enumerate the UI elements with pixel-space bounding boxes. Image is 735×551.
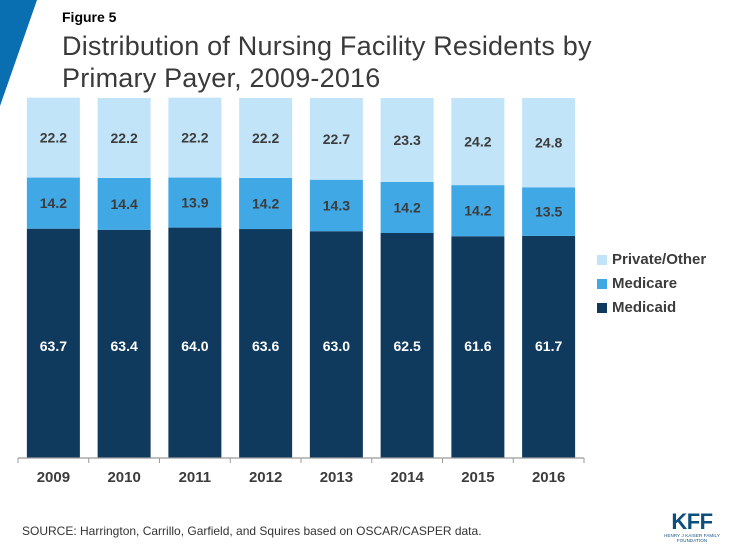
data-label-medicare-2009: 14.2 (40, 195, 67, 211)
data-label-medicaid-2013: 63.0 (323, 338, 350, 354)
corner-accent (0, 0, 37, 106)
bar-private-other-2012 (239, 98, 293, 178)
x-tick-label-2015: 2015 (461, 469, 494, 486)
data-label-medicaid-2016: 61.7 (535, 338, 562, 354)
x-tick-label-2012: 2012 (249, 469, 282, 486)
data-label-private-other-2010: 22.2 (111, 130, 138, 146)
bar-medicaid-2015 (451, 236, 505, 458)
legend-label-medicaid: Medicaid (612, 299, 676, 316)
legend-label-medicare: Medicare (612, 275, 677, 292)
bar-medicaid-2010 (97, 229, 151, 458)
bar-medicare-2015 (451, 185, 505, 237)
bar-medicare-2010 (97, 177, 151, 230)
bar-private-other-2009 (26, 97, 80, 178)
bar-medicare-2016 (522, 187, 576, 236)
bar-medicare-2013 (309, 179, 363, 232)
x-tick-label-2011: 2011 (179, 469, 212, 486)
data-label-private-other-2014: 23.3 (394, 132, 421, 148)
legend-swatch-medicare (597, 279, 607, 289)
bar-private-other-2010 (97, 98, 151, 178)
data-label-private-other-2015: 24.2 (464, 134, 491, 150)
bar-medicare-2009 (26, 177, 80, 229)
legend-swatch-private-other (597, 255, 607, 265)
data-label-medicaid-2010: 63.4 (111, 338, 138, 354)
bar-medicare-2011 (168, 177, 222, 228)
data-label-medicare-2010: 14.4 (111, 196, 138, 212)
data-label-private-other-2012: 22.2 (252, 130, 279, 146)
bar-medicaid-2014 (380, 233, 434, 458)
legend-label-private-other: Private/Other (612, 251, 706, 268)
data-label-private-other-2011: 22.2 (181, 130, 208, 146)
chart-title: Distribution of Nursing Facility Residen… (62, 31, 592, 93)
data-label-medicare-2012: 14.2 (252, 195, 279, 211)
bar-private-other-2014 (380, 98, 434, 182)
bar-medicare-2012 (239, 177, 293, 230)
data-label-medicaid-2011: 64.0 (181, 338, 208, 354)
kff-logo: KFF HENRY J KAISER FAMILY FOUNDATION (657, 509, 727, 544)
data-label-private-other-2013: 22.7 (323, 131, 350, 147)
data-label-medicare-2014: 14.2 (394, 199, 421, 215)
bar-private-other-2013 (309, 98, 363, 180)
data-label-medicaid-2014: 62.5 (394, 338, 421, 354)
legend-swatch-medicaid (597, 303, 607, 313)
x-tick-label-2009: 2009 (37, 469, 70, 486)
logo-sub-text: HENRY J KAISER FAMILY FOUNDATION (664, 533, 720, 543)
data-label-medicare-2011: 13.9 (181, 195, 208, 211)
data-label-private-other-2009: 22.2 (40, 130, 67, 146)
bar-medicaid-2011 (168, 227, 222, 458)
bar-private-other-2016 (522, 98, 576, 188)
x-tick-label-2014: 2014 (390, 469, 424, 486)
data-label-medicare-2013: 14.3 (323, 197, 350, 213)
data-label-private-other-2016: 24.8 (535, 135, 562, 151)
source-note: SOURCE: Harrington, Carrillo, Garfield, … (22, 524, 482, 538)
data-label-medicare-2015: 14.2 (464, 203, 491, 219)
bar-medicaid-2012 (239, 229, 293, 458)
data-label-medicare-2016: 13.5 (535, 204, 562, 220)
x-tick-label-2013: 2013 (320, 469, 353, 486)
data-label-medicaid-2015: 61.6 (464, 338, 491, 354)
figure-label: Figure 5 (62, 9, 117, 25)
x-tick-label-2016: 2016 (532, 469, 565, 486)
bar-private-other-2011 (168, 97, 222, 178)
bar-medicaid-2009 (26, 228, 80, 458)
bar-medicare-2014 (380, 181, 434, 233)
bar-medicaid-2013 (309, 231, 363, 458)
data-label-medicaid-2009: 63.7 (40, 338, 67, 354)
logo-main-text: KFF (671, 509, 713, 534)
bar-private-other-2015 (451, 98, 505, 186)
data-label-medicaid-2012: 63.6 (252, 338, 279, 354)
x-tick-label-2010: 2010 (107, 469, 140, 486)
bar-medicaid-2016 (522, 235, 576, 458)
